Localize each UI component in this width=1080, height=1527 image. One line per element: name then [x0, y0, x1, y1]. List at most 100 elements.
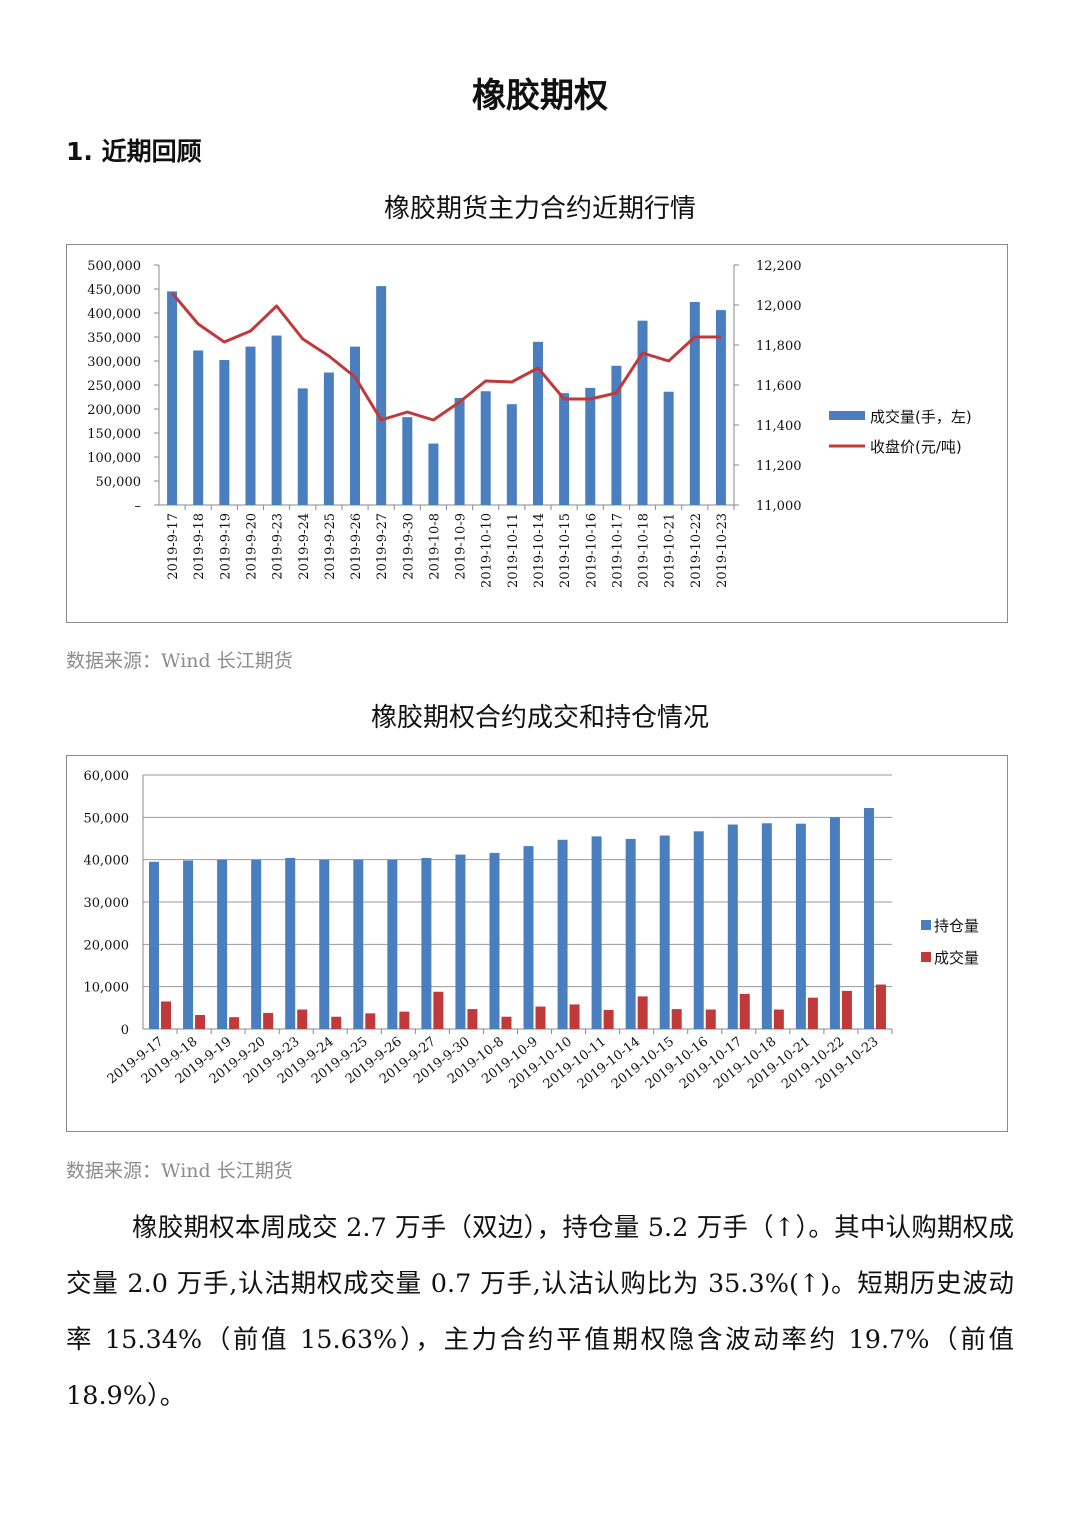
option-volume-bar: [773, 1009, 784, 1029]
open-interest-bar: [625, 838, 636, 1029]
option-volume-bar: [501, 1016, 512, 1029]
open-interest-bar: [727, 824, 738, 1029]
x-tick-label: 2019-10-9: [454, 513, 469, 580]
x-tick-label: 2019-10-21: [663, 513, 678, 588]
option-volume-bar: [433, 991, 444, 1029]
volume-bar: [611, 365, 622, 505]
x-tick-label: 2019-10-8: [427, 513, 442, 580]
y-right-tick-label: 12,000: [756, 299, 802, 314]
open-interest-bar: [557, 839, 568, 1029]
volume-bar: [402, 417, 413, 505]
y-tick-label: 20,000: [84, 938, 130, 953]
open-interest-bar: [693, 831, 704, 1029]
x-tick-label: 2019-9-20: [244, 513, 259, 580]
chart1-source: 数据来源：Wind 长江期货: [66, 650, 293, 672]
chart1-title: 橡胶期货主力合约近期行情: [383, 194, 696, 224]
y-right-tick-label: 12,200: [756, 259, 802, 274]
volume-bar: [297, 388, 308, 505]
open-interest-bar: [251, 859, 262, 1029]
y-right-tick-label: 11,800: [756, 339, 802, 354]
option-volume-bar: [841, 990, 852, 1029]
x-tick-label: 2019-9-25: [323, 513, 338, 580]
volume-bar: [271, 335, 282, 505]
volume-bar: [167, 291, 178, 505]
summary-paragraph: 橡胶期权本周成交 2.7 万手（双边），持仓量 5.2 万手（↑）。其中认购期权…: [66, 1213, 1014, 1411]
open-interest-bar: [761, 823, 772, 1029]
legend-volume-label: 成交量: [934, 949, 979, 967]
option-volume-bar: [671, 1009, 682, 1029]
x-tick-label: 2019-10-23: [715, 513, 730, 588]
open-interest-bar: [183, 860, 194, 1029]
x-tick-label: 2019-10-17: [610, 513, 625, 588]
option-volume-bar: [705, 1009, 716, 1029]
option-volume-bar: [195, 1015, 206, 1029]
x-tick-label: 2019-9-26: [349, 513, 364, 580]
x-tick-label: 2019-9-30: [401, 513, 416, 580]
volume-bar: [663, 391, 674, 505]
section-heading: 1. 近期回顾: [66, 137, 202, 166]
volume-bar: [585, 387, 596, 505]
y-left-tick-label: 450,000: [87, 283, 141, 298]
open-interest-bar: [319, 859, 330, 1029]
legend-volume-swatch: [921, 952, 931, 962]
open-interest-bar: [421, 857, 432, 1029]
y-left-tick-label: 400,000: [87, 307, 141, 322]
y-tick-label: 0: [121, 1023, 129, 1038]
chart2-source: 数据来源：Wind 长江期货: [66, 1160, 293, 1182]
open-interest-bar: [489, 852, 500, 1029]
x-tick-label: 2019-9-23: [271, 513, 286, 580]
option-volume-bar: [263, 1012, 274, 1029]
y-right-tick-label: 11,400: [756, 419, 802, 434]
volume-bar: [245, 346, 256, 505]
x-tick-label: 2019-9-19: [218, 513, 233, 580]
y-left-tick-label: 500,000: [87, 259, 141, 274]
option-volume-bar: [603, 1009, 614, 1029]
option-volume-bar: [297, 1009, 308, 1029]
legend-open-interest-label: 持仓量: [934, 917, 979, 935]
y-left-tick-label: 100,000: [87, 451, 141, 466]
option-volume-bar: [569, 1004, 580, 1029]
y-right-tick-label: 11,600: [756, 379, 802, 394]
option-volume-bar: [535, 1006, 546, 1029]
open-interest-bar: [149, 861, 160, 1029]
volume-bar: [454, 397, 465, 505]
x-tick-label: 2019-10-11: [506, 513, 521, 588]
chart2-title: 橡胶期权合约成交和持仓情况: [370, 703, 709, 733]
option-volume-bar: [365, 1013, 376, 1029]
option-volume-bar: [807, 997, 818, 1029]
x-tick-label: 2019-10-10: [480, 513, 495, 588]
y-tick-label: 10,000: [84, 981, 130, 996]
open-interest-bar: [829, 817, 840, 1029]
legend-volume-swatch: [829, 411, 865, 420]
option-volume-bar: [331, 1016, 342, 1029]
chart1-container: – 50,000 100,000 150,000 200,000 250,000 300,0…: [66, 244, 1008, 623]
legend-price-label: 收盘价(元/吨): [870, 438, 962, 456]
y-right-tick-label: 11,000: [756, 499, 802, 514]
option-volume-bar: [161, 1001, 172, 1029]
y-left-tick-label: 50,000: [96, 475, 142, 490]
open-interest-bar: [523, 846, 534, 1029]
volume-bar: [350, 346, 361, 505]
volume-bar: [193, 350, 204, 505]
open-interest-bar: [353, 859, 364, 1029]
volume-bar: [480, 391, 491, 505]
y-tick-label: 30,000: [84, 896, 130, 911]
y-left-tick-label: 350,000: [87, 331, 141, 346]
volume-bar: [532, 341, 543, 505]
y-right-tick-label: 11,200: [756, 459, 802, 474]
volume-bar: [219, 360, 230, 505]
y-left-tick-label: 200,000: [87, 403, 141, 418]
y-tick-label: 60,000: [84, 769, 130, 784]
legend-open-interest-swatch: [921, 920, 931, 930]
close-price-line: [170, 292, 721, 422]
option-volume-bar: [229, 1017, 240, 1029]
y-tick-label: 50,000: [84, 811, 130, 826]
open-interest-bar: [863, 808, 874, 1029]
volume-bar: [559, 393, 570, 505]
option-volume-bar: [637, 996, 648, 1029]
open-interest-bar: [285, 857, 296, 1029]
option-volume-bar: [875, 984, 886, 1029]
volume-bar: [428, 443, 439, 505]
open-interest-bar: [387, 859, 398, 1029]
y-tick-label: 40,000: [84, 854, 130, 869]
